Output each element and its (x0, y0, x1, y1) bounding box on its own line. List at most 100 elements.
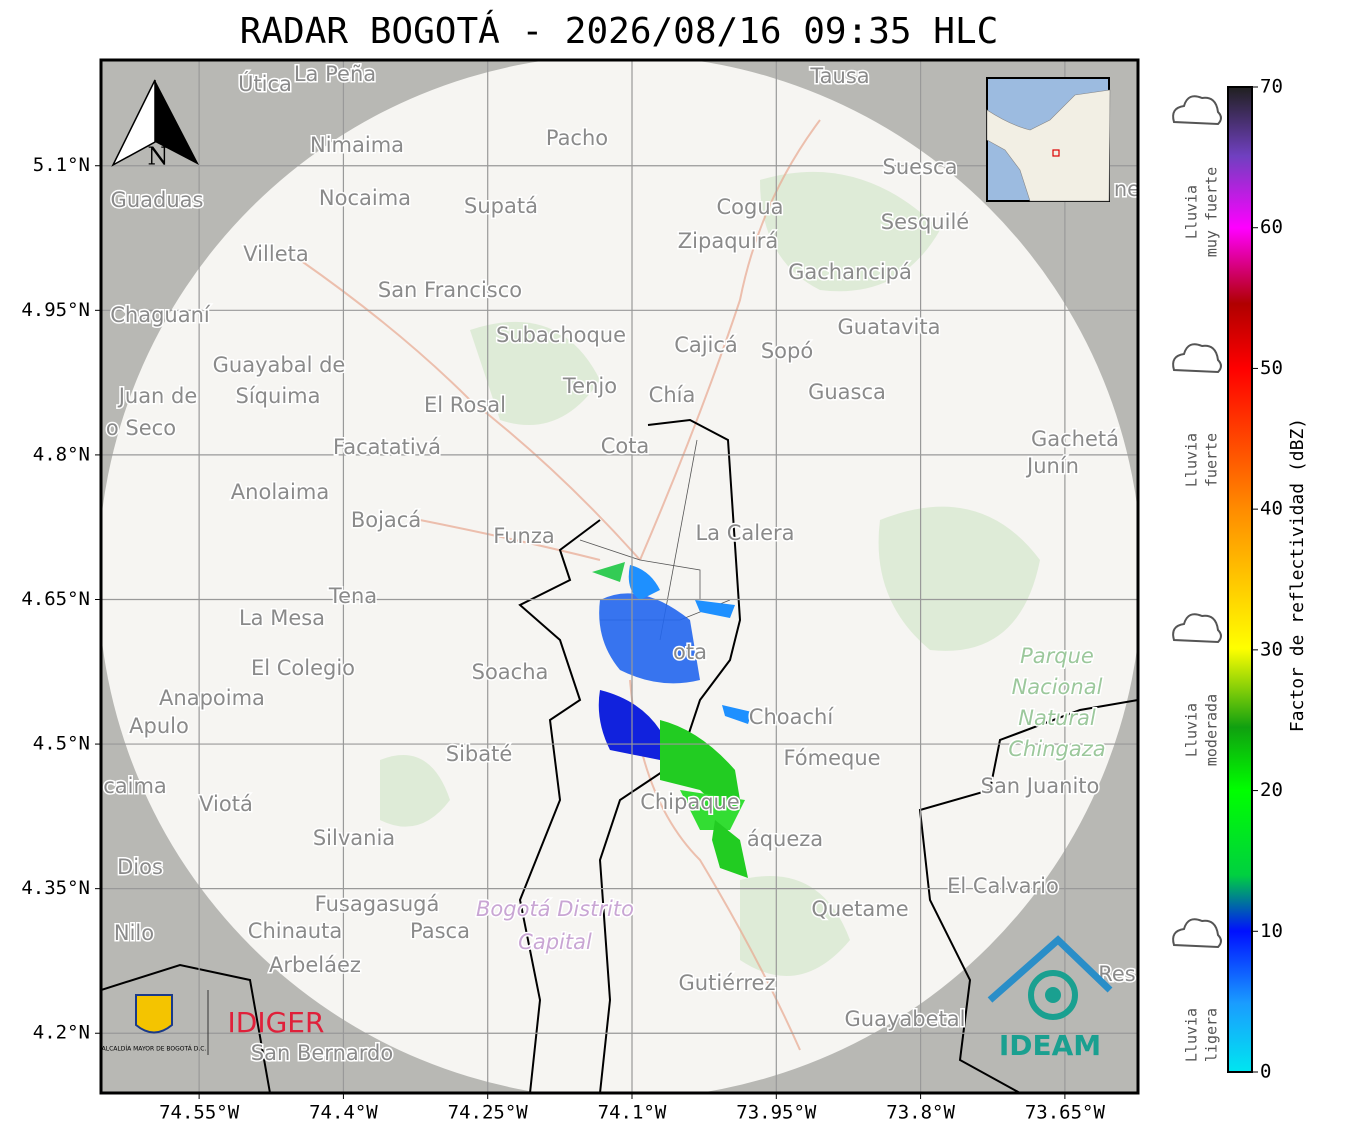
place-label: Guatavita (838, 315, 941, 339)
place-label: Guayabetal (845, 1007, 966, 1031)
place-label: Dios (117, 855, 163, 879)
place-label: Zipaquirá (678, 229, 778, 253)
radar-echoes (592, 562, 752, 878)
rain-icon (1172, 343, 1222, 374)
place-label: Sibaté (446, 742, 513, 766)
place-label: El Rosal (424, 393, 506, 417)
park-label: Natural (1018, 706, 1096, 730)
rain-label: Lluvia (1183, 703, 1201, 757)
place-label: Chía (649, 383, 696, 407)
place-label: Tena (328, 584, 377, 608)
colorbar-tick-label: 40 (1260, 498, 1283, 520)
place-label: áqueza (747, 827, 823, 851)
place-label: Facatativá (333, 435, 441, 459)
place-label: San Bernardo (251, 1041, 393, 1065)
place-label: Silvania (313, 826, 395, 850)
place-label: Arbeláez (269, 953, 361, 977)
place-label: San Juanito (981, 774, 1100, 798)
map-frame (99, 58, 1140, 1095)
x-tick-label: 74.55°W (159, 1102, 240, 1124)
place-label: Supatá (464, 194, 538, 218)
place-label: Tenjo (562, 374, 617, 398)
place-label: El Colegio (251, 656, 355, 680)
place-label: Chipaque (640, 790, 740, 814)
place-label: La Calera (695, 521, 794, 545)
place-label: Anolaima (231, 480, 329, 504)
x-tick-label: 73.8°W (886, 1102, 955, 1124)
idiger-logo: IDIGER (228, 1006, 325, 1039)
place-label: Bojacá (351, 508, 421, 532)
place-label: Pasca (410, 919, 470, 943)
x-tick-label: 74.1°W (598, 1102, 667, 1124)
rain-label: moderada (1203, 694, 1221, 766)
title: RADAR BOGOTÁ - 2026/08/16 09:35 HLC (240, 10, 999, 52)
cloud-icon (1172, 918, 1222, 949)
place-label: Chaguaní (110, 303, 211, 327)
colorbar-label: Factor de reflectividad (dBZ) (1287, 418, 1308, 732)
place-label: o Seco (106, 416, 176, 440)
y-tick-label: 4.35°N (21, 877, 90, 899)
rain-label: ligera (1203, 1008, 1221, 1062)
colorbar-tick-label: 60 (1260, 216, 1283, 238)
north-arrow: N (111, 79, 199, 171)
rain-label: muy fuerte (1203, 167, 1221, 257)
place-label: Suesca (883, 155, 958, 179)
place-label: Villeta (243, 242, 308, 266)
place-label: San Francisco (378, 278, 522, 302)
place-label: Nocaima (319, 186, 411, 210)
cloud-icon (1172, 613, 1222, 644)
colorbar (1227, 86, 1253, 1073)
place-label: ota (673, 640, 707, 664)
place-labels: Útica La Peña Tausa Pacho Nimaima Suesca Guadu… (102, 61, 1140, 1067)
place-label: Junín (1025, 454, 1079, 478)
place-label: Viotá (199, 792, 253, 816)
place-label: Fusagasugá (315, 892, 440, 916)
inset-map (986, 77, 1111, 202)
place-label: Guayabal de (213, 353, 346, 377)
y-tick-label: 4.8°N (33, 443, 90, 465)
colorbar-axis: 0 10 20 30 40 50 60 70 (1252, 76, 1283, 1083)
map: Útica La Peña Tausa Pacho Nimaima Suesca Guadu… (101, 60, 1140, 1093)
place-label: Anapoima (159, 686, 265, 710)
roads (299, 119, 821, 1051)
place-label: Chinauta (248, 919, 342, 943)
place-label: Subachoque (496, 323, 626, 347)
place-label: La Mesa (239, 606, 325, 630)
logo-ideam: IDEAM (987, 935, 1113, 1062)
colorbar-tick-label: 0 (1260, 1061, 1271, 1083)
place-label: Guasca (808, 380, 886, 404)
place-label: Apulo (129, 714, 189, 738)
colorbar-tick-label: 30 (1260, 638, 1283, 660)
colorbar-tick-label: 70 (1260, 76, 1283, 98)
place-label: Tausa (809, 64, 869, 88)
place-label: Sopó (761, 339, 813, 363)
x-tick-label: 73.95°W (736, 1102, 817, 1124)
place-label: Guaduas (111, 188, 204, 212)
park-label: Chingaza (1008, 737, 1105, 761)
north-label: N (148, 143, 169, 171)
place-label: Soacha (472, 660, 549, 684)
place-label: Cajicá (674, 333, 738, 357)
terrain (380, 171, 1040, 976)
cloud-icon (1172, 343, 1222, 374)
alcaldia-text: ALCALDÍA MAYOR DE BOGOTÁ D.C. (102, 1046, 207, 1053)
y-tick-label: 4.5°N (33, 733, 90, 755)
colorbar-tick-label: 10 (1260, 920, 1283, 942)
place-label: Gutiérrez (679, 971, 776, 995)
place-label: Útica (238, 71, 292, 96)
place-label: Cogua (716, 195, 783, 219)
x-tick-label: 74.25°W (448, 1102, 529, 1124)
logo-alcaldia: ALCALDÍA MAYOR DE BOGOTÁ D.C. (102, 990, 209, 1055)
rain-icon (1172, 613, 1222, 644)
place-label: Choachí (749, 705, 835, 729)
place-label: Nilo (114, 921, 154, 945)
place-label: Quetame (811, 897, 908, 921)
ideam-text: IDEAM (999, 1029, 1101, 1062)
place-label: Funza (493, 524, 554, 548)
place-label: Cota (601, 434, 650, 458)
place-label: Gachancipá (788, 260, 912, 284)
rain-icon (1172, 95, 1222, 126)
place-label: El Calvario (947, 874, 1059, 898)
place-label: ne (1114, 177, 1140, 201)
